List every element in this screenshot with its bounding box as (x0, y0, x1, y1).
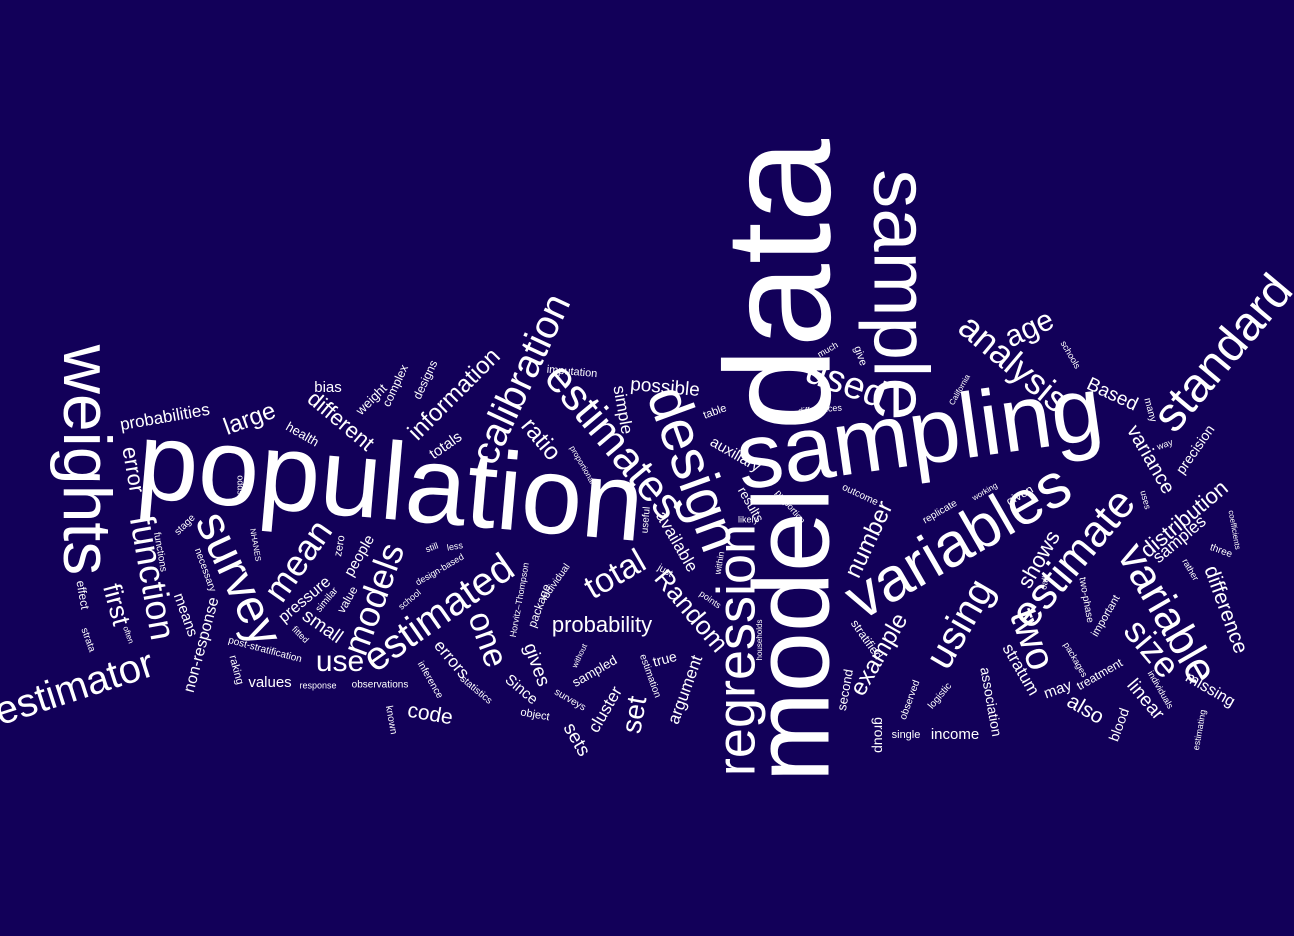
word: single (892, 729, 921, 741)
word: observations (352, 680, 409, 691)
word: model (731, 488, 852, 782)
word: differences (798, 402, 843, 416)
word: set (615, 693, 652, 735)
word: group (871, 717, 887, 753)
word: odds (236, 475, 246, 495)
word: still (424, 540, 440, 554)
word: response (299, 680, 336, 690)
word: effect (73, 579, 92, 611)
word: bias (314, 379, 342, 396)
word: regression (706, 524, 766, 776)
word: within (712, 551, 726, 576)
word: call (1038, 575, 1050, 590)
word: sample (857, 169, 945, 420)
word: use (316, 645, 364, 678)
word: less (446, 540, 464, 553)
word: imputation (546, 364, 598, 380)
word: weights (49, 344, 125, 576)
word: known (383, 705, 399, 735)
word: uses (1138, 489, 1153, 510)
word: true (651, 648, 679, 670)
word: values (248, 674, 291, 691)
word: second (834, 668, 856, 712)
word: useful (639, 506, 652, 534)
word: households (755, 620, 764, 661)
word: object (520, 706, 551, 723)
word: income (931, 726, 979, 743)
word: probability (552, 612, 652, 637)
word: likely (738, 514, 759, 524)
word: zero (332, 534, 348, 557)
word: data (694, 138, 862, 431)
